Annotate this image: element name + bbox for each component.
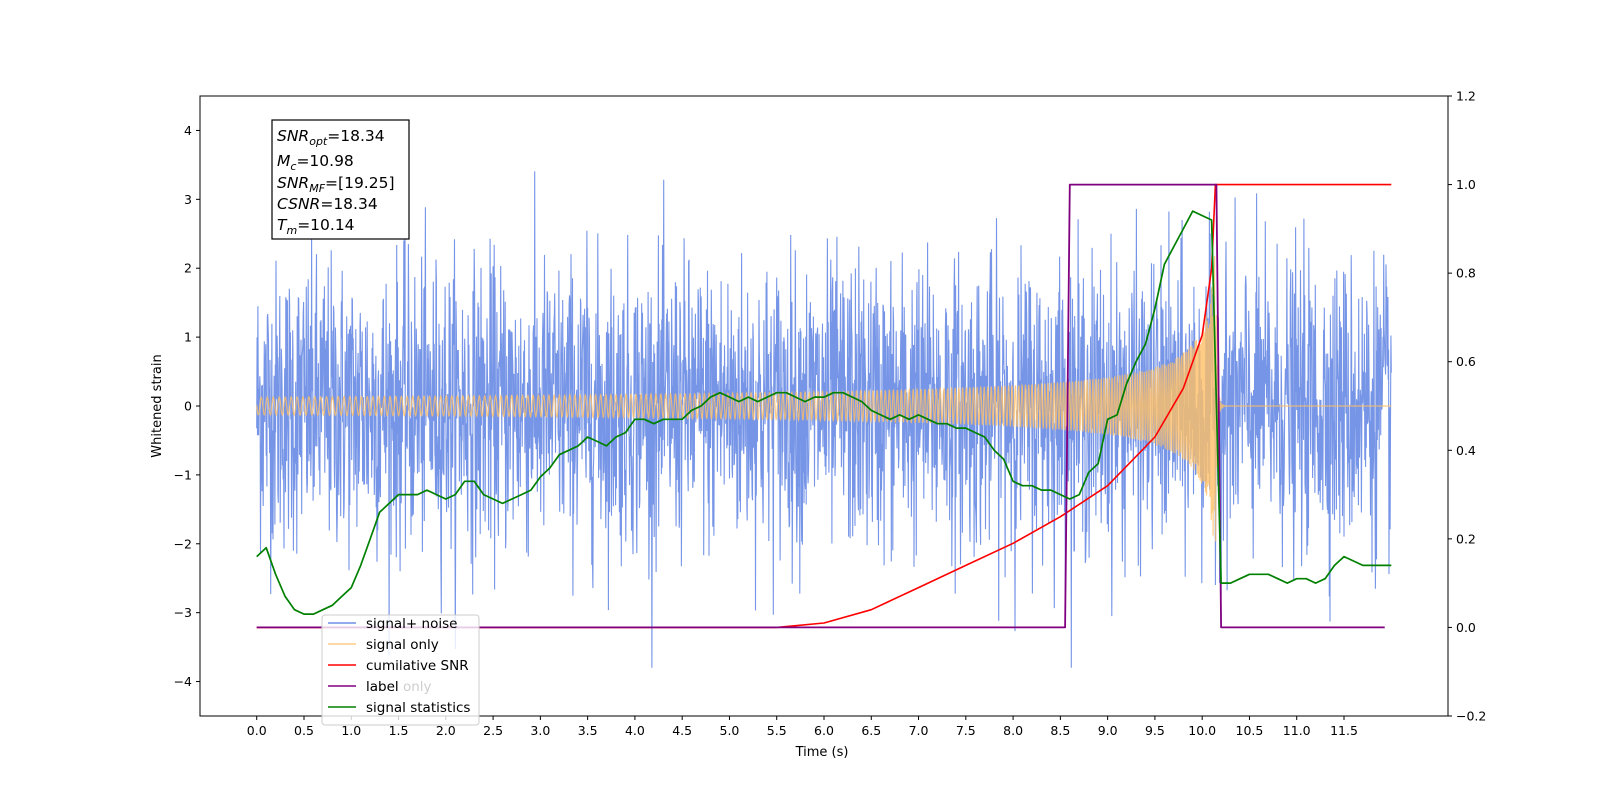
x-tick-label: 9.5	[1145, 723, 1165, 738]
y-tick-label: −2	[174, 536, 192, 551]
annotation-symbol: T	[277, 216, 288, 234]
annotation-subscript: opt	[309, 135, 328, 148]
annotation-symbol: SNR	[277, 174, 309, 192]
x-tick-label: 1.5	[389, 723, 409, 738]
legend-entry: signal statistics	[366, 700, 470, 716]
y-tick-label: 2	[184, 261, 192, 276]
y-axis-right: −0.2 0.0 0.2 0.4 0.6 0.8 1.0 1.2	[1448, 89, 1486, 724]
x-tick-label: 5.5	[767, 723, 787, 738]
signal-statistics-line	[256, 210, 1392, 615]
x-tick-label: 6.0	[814, 723, 834, 738]
y2-tick-label: 0.0	[1456, 620, 1476, 635]
y-tick-label: 4	[184, 123, 192, 138]
x-tick-label: 7.0	[909, 723, 929, 738]
x-tick-label: 7.5	[956, 723, 976, 738]
y2-tick-label: 1.2	[1456, 89, 1476, 104]
legend-entry: signal only	[366, 637, 439, 653]
x-tick-label: 11.0	[1283, 723, 1311, 738]
x-tick-label: 3.5	[578, 723, 598, 738]
annotation-subscript: c	[290, 160, 296, 173]
label-line	[256, 183, 1385, 629]
x-tick-label: 0.0	[247, 723, 267, 738]
x-tick-label: 1.0	[341, 723, 361, 738]
y-tick-label: 3	[184, 192, 192, 207]
legend-frame	[321, 614, 480, 726]
x-tick-label: 9.0	[1098, 723, 1118, 738]
cumulative-snr-line	[256, 183, 1392, 629]
annotation-value: =18.34	[327, 127, 384, 145]
legend-entry: signal+ noise	[366, 616, 457, 632]
x-axis: 0.0 0.5 1.0 1.5 2.0 2.5 3.0 3.5 4.0 4.5 5.0 5.5 6.0 6…	[247, 716, 1358, 738]
x-tick-label: 3.0	[530, 723, 550, 738]
annotation-symbol: SNR	[277, 127, 309, 145]
annotation-box: SNRopt=18.34Mc=10.98SNRMF=[19.25]CSNR=18…	[271, 119, 410, 240]
y2-tick-label: 0.2	[1456, 531, 1476, 546]
y2-tick-label: 0.8	[1456, 266, 1476, 281]
series-signal-statistics	[256, 210, 1392, 615]
annotation-line: Tm=10.14	[277, 216, 355, 237]
y2-tick-label: 0.6	[1456, 354, 1476, 369]
legend: signal+ noise signal only cumilative SNR la…	[321, 614, 480, 726]
y-tick-label: −1	[174, 467, 192, 482]
annotation-symbol: CSNR	[277, 195, 320, 213]
x-tick-label: 8.0	[1003, 723, 1023, 738]
legend-entry: label	[366, 679, 399, 695]
x-tick-label: 6.5	[861, 723, 881, 738]
y2-tick-label: −0.2	[1456, 709, 1486, 724]
legend-entry-ghost: label only	[366, 679, 432, 695]
y-axis-label: Whitened strain	[150, 354, 165, 457]
series-signal-only	[256, 256, 1392, 542]
annotation-symbol: M	[277, 152, 290, 170]
x-tick-label: 10.0	[1188, 723, 1216, 738]
y-axis-left: −4 −3 −2 −1 0 1 2 3 4	[174, 123, 200, 689]
annotation-line: Mc=10.98	[277, 152, 354, 173]
annotation-value: =10.98	[296, 152, 353, 170]
y-tick-label: −4	[174, 674, 192, 689]
x-tick-label: 2.5	[483, 723, 503, 738]
annotation-line: SNRopt=18.34	[277, 127, 385, 148]
series-cumulative-snr	[256, 183, 1392, 629]
legend-entry: cumilative SNR	[366, 658, 469, 674]
annotation-subscript: MF	[309, 182, 325, 195]
x-tick-label: 4.0	[625, 723, 645, 738]
y2-tick-label: 1.0	[1456, 177, 1476, 192]
annotation-value: =[19.25]	[325, 174, 394, 192]
annotation-subscript: m	[286, 224, 297, 237]
annotation-value: =10.14	[297, 216, 354, 234]
series-label	[256, 183, 1385, 629]
x-tick-label: 11.5	[1330, 723, 1358, 738]
x-tick-label: 0.5	[294, 723, 314, 738]
y-tick-label: 1	[184, 330, 192, 345]
x-tick-label: 4.5	[672, 723, 692, 738]
annotation-frame	[271, 119, 410, 240]
annotation-line: SNRMF=[19.25]	[277, 174, 395, 195]
x-tick-label: 5.0	[720, 723, 740, 738]
y-tick-label: 0	[184, 399, 192, 414]
y2-tick-label: 0.4	[1456, 443, 1476, 458]
x-tick-label: 10.5	[1236, 723, 1264, 738]
annotation-value: =18.34	[320, 195, 377, 213]
signal-only-line	[256, 256, 1392, 542]
plot-area	[256, 171, 1392, 668]
x-axis-label: Time (s)	[795, 745, 849, 760]
x-tick-label: 2.0	[436, 723, 456, 738]
annotation-line: CSNR=18.34	[277, 195, 378, 213]
x-tick-label: 8.5	[1050, 723, 1070, 738]
y-tick-label: −3	[174, 605, 192, 620]
